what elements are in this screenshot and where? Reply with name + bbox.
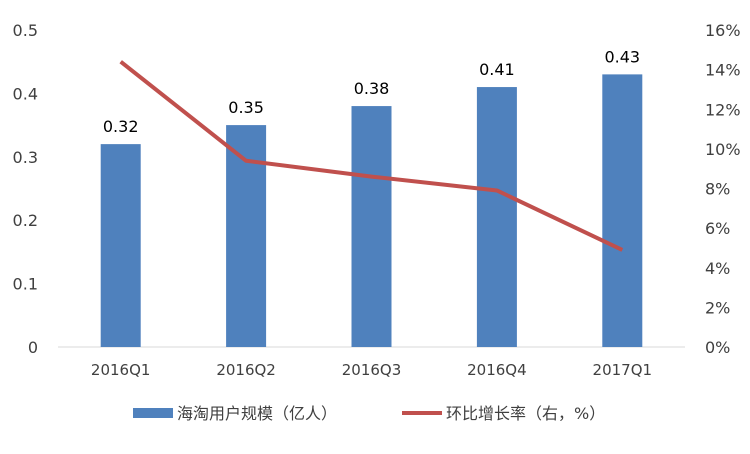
bar-data-label: 0.43 [604,47,640,66]
bar-data-label: 0.35 [228,98,264,117]
right-tick-label: 8% [705,180,730,199]
bar-data-label: 0.32 [103,117,139,136]
right-tick-label: 2% [705,298,730,317]
right-tick-label: 10% [705,140,741,159]
left-tick-label: 0.2 [13,211,38,230]
x-tick-label: 2016Q1 [91,361,151,379]
left-tick-label: 0 [28,338,38,357]
x-tick-label: 2017Q1 [593,361,653,379]
left-tick-label: 0.1 [13,275,38,294]
legend-line-label: 环比增长率（右，%） [446,404,605,423]
legend-bar-swatch [133,408,173,418]
x-tick-label: 2016Q3 [342,361,402,379]
bar-data-label: 0.38 [354,79,390,98]
bar-data-label: 0.41 [479,60,515,79]
x-tick-label: 2016Q4 [467,361,527,379]
bar [352,106,392,347]
right-tick-label: 14% [705,61,741,80]
left-tick-label: 0.4 [13,84,38,103]
left-tick-label: 0.3 [13,148,38,167]
right-tick-label: 6% [705,219,730,238]
right-tick-label: 4% [705,259,730,278]
bar [602,74,642,347]
legend-bar-label: 海淘用户规模（亿人） [177,404,337,423]
right-tick-label: 0% [705,338,730,357]
right-tick-label: 12% [705,100,741,119]
right-tick-label: 16% [705,21,741,40]
bar [101,144,141,347]
bar [477,87,517,347]
x-tick-label: 2016Q2 [216,361,276,379]
left-tick-label: 0.5 [13,21,38,40]
